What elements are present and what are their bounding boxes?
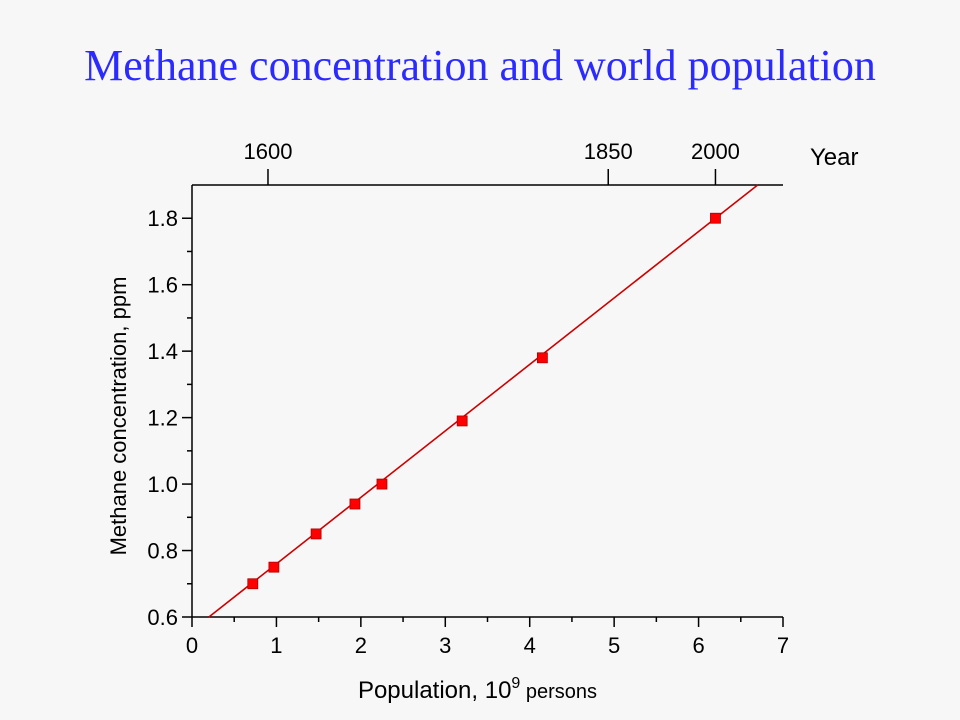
page-title: Methane concentration and world populati…: [84, 41, 876, 90]
x-axis-label: Population, 109 persons: [358, 675, 597, 704]
axes: [182, 169, 784, 627]
x-tick-label: 6: [692, 633, 704, 658]
fit-line: [208, 184, 759, 618]
year-tick-label: 2000: [691, 139, 740, 164]
y-tick-label: 1.8: [147, 206, 178, 231]
x-tick-label: 3: [439, 633, 451, 658]
x-tick-label: 0: [186, 633, 198, 658]
data-point: [310, 528, 322, 540]
y-axis-label: Methane concentration, ppm: [106, 277, 131, 556]
data-point: [247, 578, 259, 590]
y-tick-label: 1.4: [147, 339, 178, 364]
y-tick-label: 0.6: [147, 605, 178, 630]
data-point: [349, 498, 361, 510]
data-point: [268, 561, 280, 573]
top-axis-label: Year: [810, 144, 859, 171]
data-point: [376, 478, 388, 490]
y-tick-label: 1.0: [147, 472, 178, 497]
x-axis-label-main: Population, 10: [358, 677, 511, 704]
x-tick-label: 4: [524, 633, 536, 658]
y-tick-label: 1.2: [147, 406, 178, 431]
data-point: [710, 212, 721, 224]
y-tick-label: 1.6: [147, 273, 178, 298]
x-tick-label: 1: [270, 633, 282, 658]
data-point: [456, 415, 468, 427]
fit-line-group: [208, 184, 759, 618]
x-tick-label: 2: [355, 633, 367, 658]
x-axis-label-superscript: 9: [511, 675, 520, 692]
year-tick-label: 1850: [584, 139, 633, 164]
x-axis-label-suffix: persons: [520, 681, 597, 703]
data-points: [247, 212, 721, 590]
year-tick-label: 1600: [244, 139, 293, 164]
axis-labels: 0 1 2 3 4 5 6 7 0.6 0.8 1.0 1.2 1.4 1.6 1.8 1600 1850 200…: [106, 139, 859, 704]
x-tick-label: 7: [777, 633, 789, 658]
x-tick-label: 5: [608, 633, 620, 658]
data-point: [536, 352, 548, 364]
y-tick-label: 0.8: [147, 539, 178, 564]
